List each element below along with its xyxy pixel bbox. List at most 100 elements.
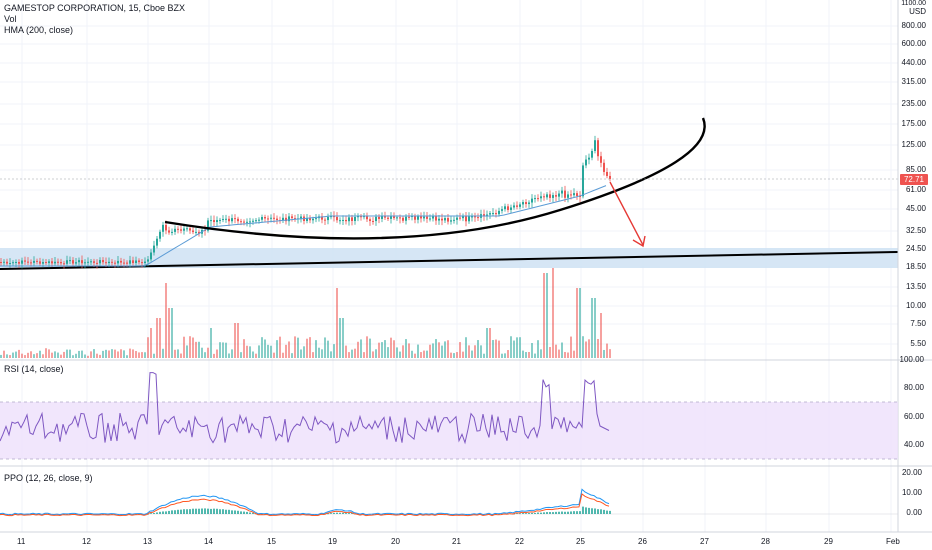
ppo-tick-label: 10.00 [901, 488, 922, 497]
candle-body [555, 195, 557, 197]
volume-bar [369, 338, 371, 358]
volume-bar [0, 354, 2, 358]
hma-label[interactable]: HMA (200, close) [4, 25, 74, 35]
candle-body [384, 216, 386, 218]
volume-bar [564, 351, 566, 358]
candle-body [237, 218, 239, 222]
time-tick-label: 28 [761, 537, 770, 546]
volume-bar [402, 345, 404, 358]
volume-bar [54, 351, 56, 358]
candle-body [273, 217, 275, 219]
candle-body [177, 228, 179, 230]
candle-body [228, 218, 230, 222]
candle-body [405, 216, 407, 221]
candle-body [351, 217, 353, 221]
volume-bar [348, 352, 350, 358]
candle-body [378, 216, 380, 219]
time-tick-label: 12 [82, 537, 91, 546]
volume-bar [246, 345, 248, 358]
ppo-histogram-bar [213, 508, 215, 514]
volume-bar [162, 348, 164, 358]
volume-bar [375, 349, 377, 358]
volume-bar [513, 340, 515, 358]
volume-bar [36, 353, 38, 358]
volume-bar [45, 348, 47, 358]
time-tick-label: 11 [17, 537, 26, 546]
volume-bar [549, 347, 551, 358]
ppo-histogram-bar [549, 512, 551, 514]
volume-bar [84, 354, 86, 358]
symbol-title[interactable]: GAMESTOP CORPORATION, 15, Cboe BZX [4, 3, 186, 13]
volume-bar [273, 352, 275, 358]
volume-bar [171, 308, 173, 358]
candle-body [291, 216, 293, 219]
time-tick-label: 25 [576, 537, 585, 546]
ppo-histogram-bar [231, 510, 233, 514]
candle-body [354, 217, 356, 221]
ppo-title[interactable]: PPO (12, 26, close, 9) [4, 473, 93, 483]
volume-bar [420, 352, 422, 358]
candle-body [363, 216, 365, 218]
volume-bar [144, 352, 146, 358]
candle-body [516, 205, 518, 207]
volume-bar [336, 288, 338, 358]
ppo-histogram-bar [609, 510, 611, 514]
volume-bar [537, 340, 539, 358]
currency-label[interactable]: USD [909, 7, 926, 16]
volume-bar [48, 349, 50, 358]
candle-body [225, 218, 227, 220]
volume-bar [105, 349, 107, 358]
ppo-histogram-bar [348, 513, 350, 514]
volume-bar [108, 350, 110, 358]
ppo-histogram-bar [246, 511, 248, 514]
candle-body [36, 260, 38, 262]
candle-body [426, 216, 428, 219]
candle-body [552, 195, 554, 198]
candle-body [240, 221, 242, 223]
volume-bar [177, 349, 179, 358]
volume-bar [111, 349, 113, 358]
ppo-histogram-bar [525, 513, 527, 514]
volume-bar [312, 352, 314, 358]
volume-bar [213, 353, 215, 358]
support-trend-line [0, 251, 899, 270]
rsi-band [0, 402, 898, 459]
candle-body [267, 218, 269, 220]
volume-bar [21, 353, 23, 358]
candle-body [471, 216, 473, 218]
ppo-histogram-bar [99, 513, 101, 515]
rsi-tick-label: 60.00 [903, 412, 924, 421]
candle-body [543, 196, 545, 198]
volume-bar [324, 337, 326, 358]
candle-body [396, 217, 398, 219]
ppo-histogram-bar [558, 511, 560, 514]
ppo-histogram-bar [597, 509, 599, 514]
volume-bar [351, 349, 353, 358]
volume-bar [279, 336, 281, 358]
volume-bar [570, 336, 572, 358]
ppo-tick-label: 20.00 [901, 468, 922, 477]
candle-body [495, 213, 497, 215]
volume-bar [72, 355, 74, 358]
candle-body [369, 219, 371, 221]
ppo-histogram-bar [339, 512, 341, 514]
candle-body [252, 220, 254, 222]
rsi-title[interactable]: RSI (14, close) [4, 364, 64, 374]
candle-body [87, 261, 89, 263]
ppo-histogram-bar [201, 508, 203, 514]
ppo-histogram-bar [249, 512, 251, 514]
candle-body [312, 218, 314, 221]
volume-bar [444, 341, 446, 358]
ppo-tick-label: 0.00 [906, 508, 922, 517]
vol-label[interactable]: Vol [4, 14, 17, 24]
rsi-tick-label: 100.00 [899, 355, 924, 364]
volume-bar [582, 336, 584, 358]
volume-bar [234, 323, 236, 358]
candle-body [558, 193, 560, 197]
candle-body [123, 262, 125, 264]
candle-body [531, 198, 533, 203]
candle-body [492, 213, 494, 215]
candle-body [105, 262, 107, 264]
time-tick-label: Feb [886, 537, 900, 546]
